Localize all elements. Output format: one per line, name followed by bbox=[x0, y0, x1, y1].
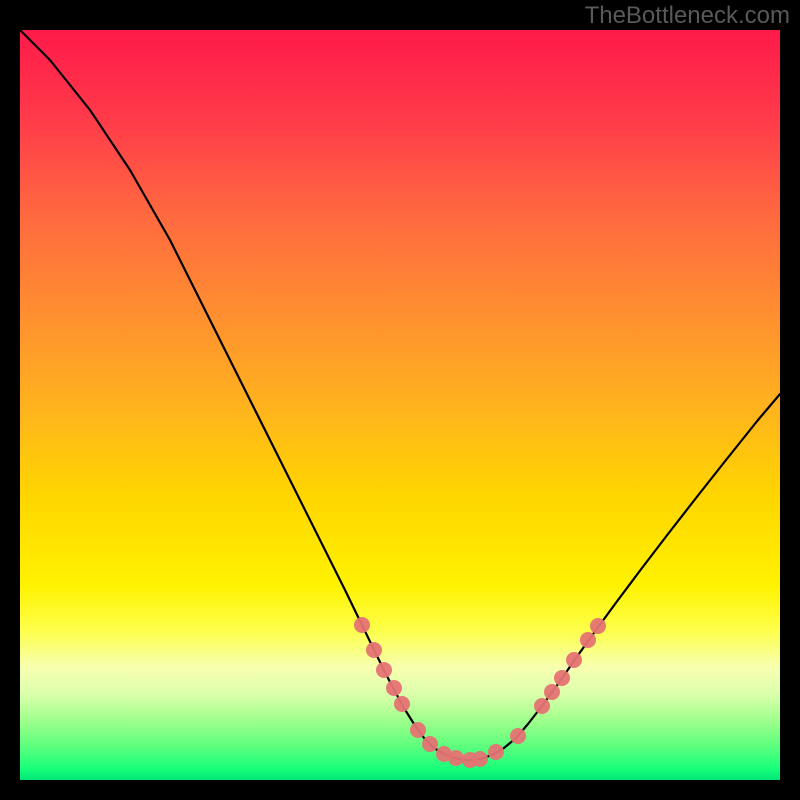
data-point bbox=[448, 750, 464, 766]
plot-area bbox=[20, 30, 780, 780]
data-point bbox=[376, 662, 392, 678]
data-point bbox=[386, 680, 402, 696]
data-point bbox=[472, 751, 488, 767]
data-point bbox=[394, 696, 410, 712]
data-point bbox=[410, 722, 426, 738]
watermark-text: TheBottleneck.com bbox=[585, 2, 790, 30]
data-point bbox=[488, 744, 504, 760]
data-point bbox=[510, 728, 526, 744]
data-point bbox=[566, 652, 582, 668]
data-point bbox=[534, 698, 550, 714]
bottleneck-curve bbox=[20, 30, 780, 760]
data-point bbox=[554, 670, 570, 686]
data-point bbox=[366, 642, 382, 658]
data-point bbox=[580, 632, 596, 648]
data-point bbox=[590, 618, 606, 634]
data-point bbox=[422, 736, 438, 752]
curve-layer bbox=[20, 30, 780, 780]
data-point bbox=[354, 617, 370, 633]
data-point bbox=[544, 684, 560, 700]
chart-root: TheBottleneck.com bbox=[0, 0, 800, 800]
